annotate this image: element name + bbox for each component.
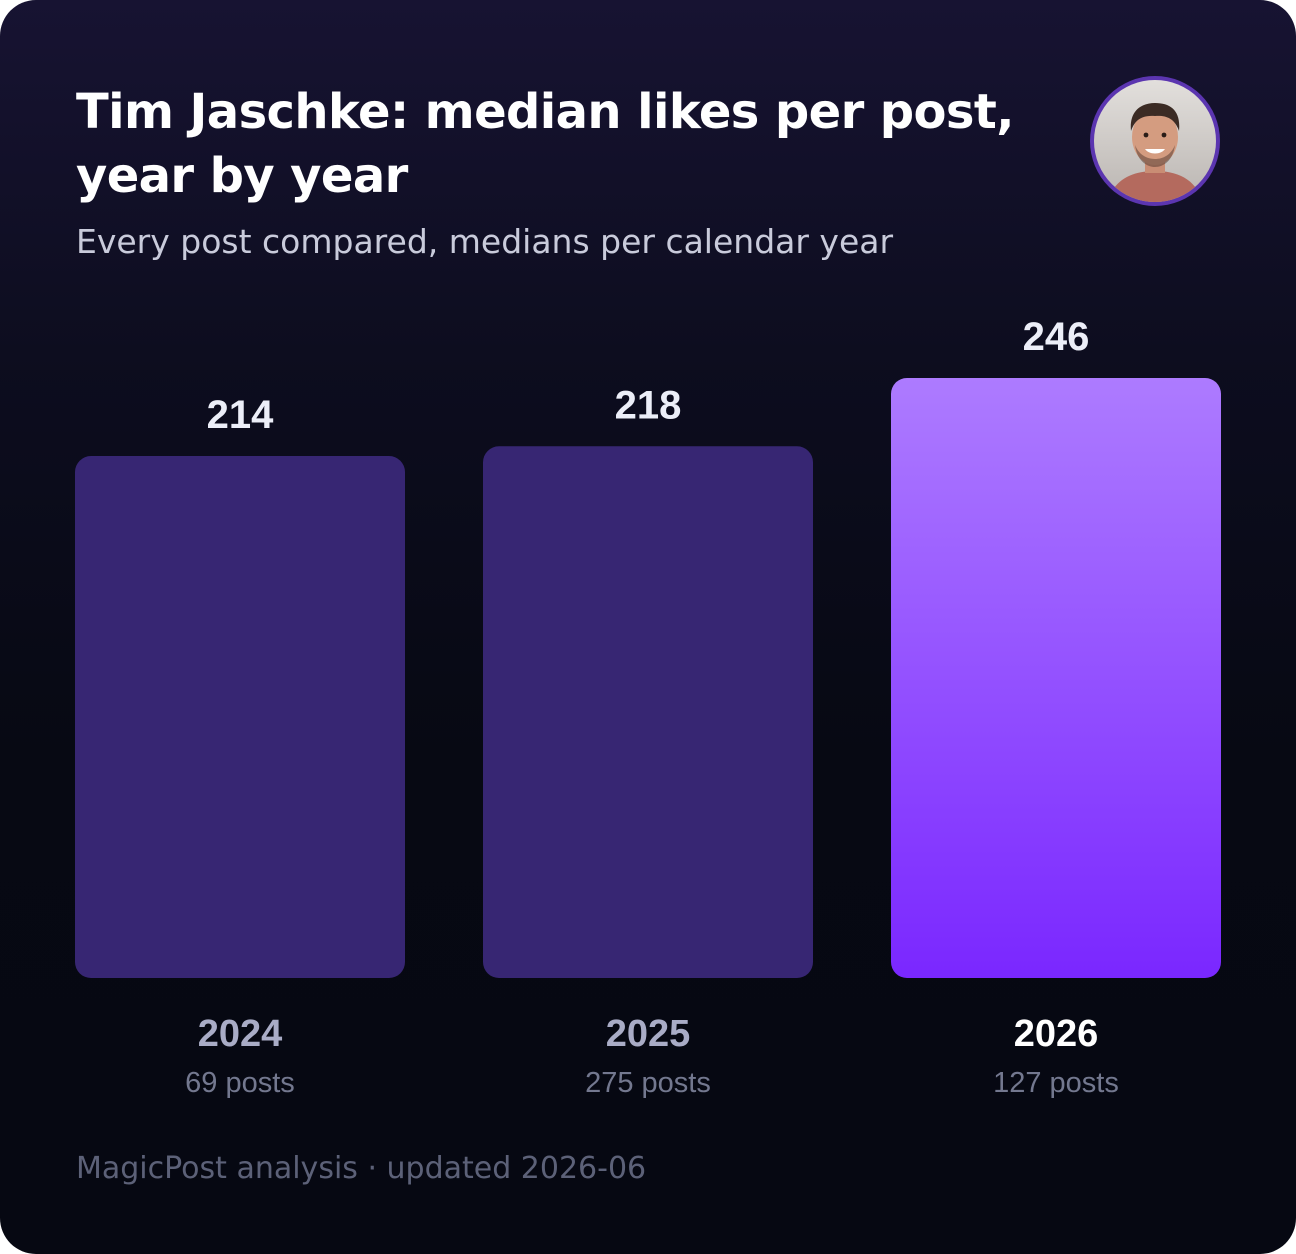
year-label-2026: 2026 <box>1014 1013 1099 1055</box>
chart-subtitle: Every post compared, medians per calenda… <box>76 222 894 261</box>
post-count-2025: 275 posts <box>585 1067 711 1099</box>
bar-2024 <box>75 456 405 978</box>
post-count-2024: 69 posts <box>185 1067 295 1099</box>
year-label-2025: 2025 <box>606 1013 691 1055</box>
value-label-2025: 218 <box>615 383 682 427</box>
post-count-2026: 127 posts <box>993 1067 1119 1099</box>
chart-footer: MagicPost analysis · updated 2026-06 <box>76 1151 647 1186</box>
chart-title: Tim Jaschke: median likes per post, year… <box>76 84 1014 204</box>
avatar <box>1090 76 1220 206</box>
year-label-2024: 2024 <box>198 1013 283 1055</box>
value-label-2026: 246 <box>1023 315 1090 359</box>
bar-2025 <box>483 446 813 978</box>
bar-2026 <box>891 378 1221 978</box>
value-label-2024: 214 <box>207 393 274 437</box>
